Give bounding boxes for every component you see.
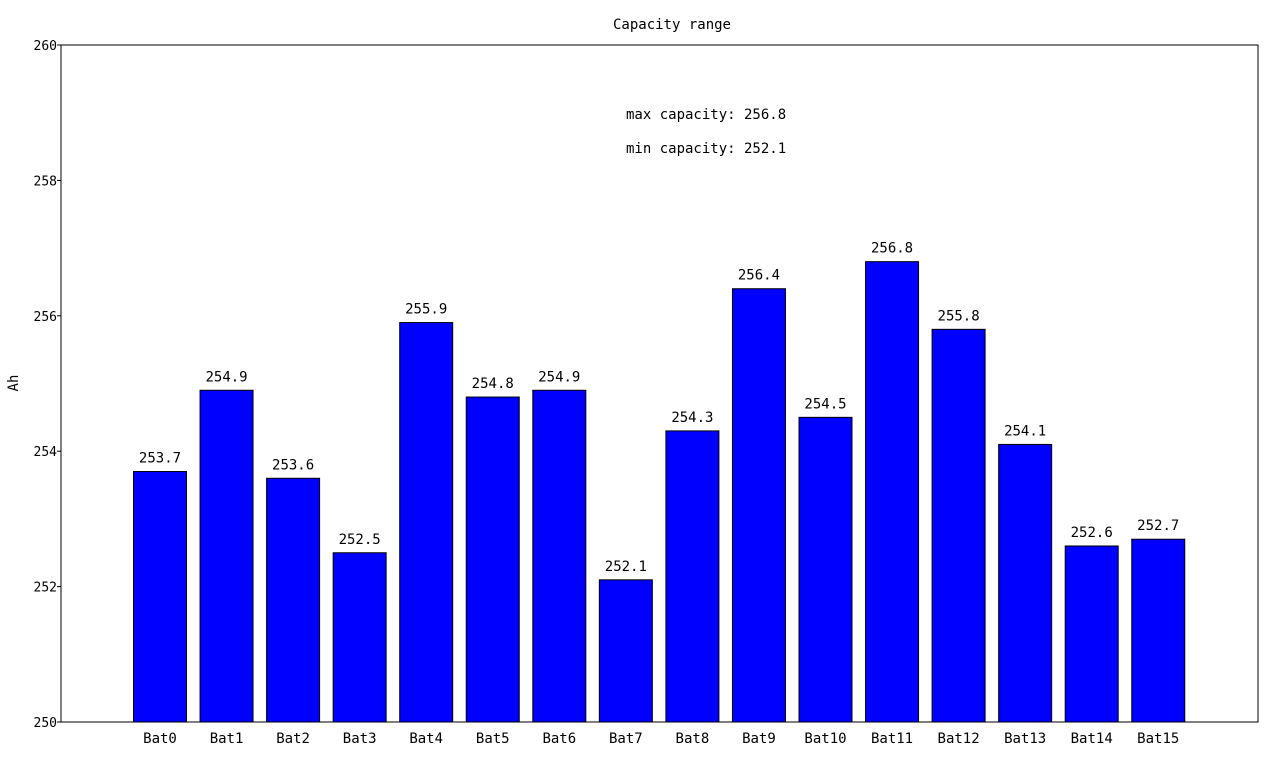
x-tick-label: Bat0 — [143, 731, 177, 747]
bar-bat2 — [266, 477, 321, 723]
value-label: 254.1 — [1004, 423, 1046, 439]
y-tick-label: 256 — [34, 310, 57, 325]
bar-bat5 — [465, 396, 520, 723]
bar-bat11 — [865, 261, 920, 723]
value-labels-group: 253.7 254.9 253.6 252.5 255.9 254.8 254.9 252.1… — [139, 241, 1179, 575]
bar-bat9 — [731, 288, 786, 723]
y-tick-label: 258 — [34, 174, 57, 189]
x-tick-label: Bat11 — [871, 731, 913, 747]
bar-bat3 — [332, 552, 387, 723]
bar-bat6 — [532, 389, 587, 723]
x-tick-label: Bat13 — [1004, 731, 1046, 747]
value-label: 254.8 — [472, 376, 514, 392]
value-label: 253.7 — [139, 451, 181, 467]
bar-bat14 — [1064, 545, 1119, 723]
y-tick-label: 252 — [34, 581, 57, 596]
bar-bat13 — [998, 443, 1053, 723]
y-axis-ticks: 250 252 254 256 258 260 — [34, 39, 61, 731]
bars-group — [133, 261, 1186, 723]
plot-area-frame — [60, 44, 1259, 723]
x-tick-label: Bat4 — [409, 731, 443, 747]
x-tick-label: Bat14 — [1071, 731, 1113, 747]
x-tick-label: Bat7 — [609, 731, 643, 747]
bar-bat12 — [931, 328, 986, 723]
y-axis-label: Ah — [6, 375, 22, 392]
bar-bat1 — [199, 389, 254, 723]
value-label: 254.9 — [538, 369, 580, 385]
bar-bat4 — [399, 322, 454, 723]
value-label: 254.3 — [671, 410, 713, 426]
x-tick-label: Bat12 — [938, 731, 980, 747]
value-label: 252.6 — [1071, 525, 1113, 541]
value-label: 256.8 — [871, 241, 913, 257]
x-tick-label: Bat15 — [1137, 731, 1179, 747]
x-tick-label: Bat10 — [804, 731, 846, 747]
value-label: 252.1 — [605, 559, 647, 575]
value-label: 252.7 — [1137, 518, 1179, 534]
chart-title: Capacity range — [613, 17, 731, 33]
value-label: 254.5 — [804, 396, 846, 412]
x-tick-label: Bat5 — [476, 731, 510, 747]
bar-bat15 — [1131, 538, 1186, 723]
y-tick-label: 260 — [34, 39, 57, 54]
x-tick-label: Bat1 — [210, 731, 244, 747]
bar-bat8 — [665, 430, 720, 723]
bar-bat10 — [798, 416, 853, 723]
x-tick-label: Bat8 — [676, 731, 710, 747]
value-label: 256.4 — [738, 268, 780, 284]
min-capacity-annotation: min capacity: 252.1 — [626, 141, 786, 157]
y-tick-label: 254 — [34, 445, 58, 460]
value-label: 254.9 — [205, 369, 247, 385]
x-tick-label: Bat2 — [276, 731, 310, 747]
value-label: 253.6 — [272, 457, 314, 473]
x-tick-label: Bat9 — [742, 731, 776, 747]
x-tick-label: Bat6 — [542, 731, 576, 747]
value-label: 255.9 — [405, 302, 447, 318]
value-label: 252.5 — [339, 532, 381, 548]
x-axis-labels: Bat0 Bat1 Bat2 Bat3 Bat4 Bat5 Bat6 Bat7 Bat8 Bat9… — [143, 731, 1179, 747]
y-tick-label: 250 — [34, 716, 57, 731]
value-label: 255.8 — [938, 308, 980, 324]
bar-bat7 — [598, 579, 653, 723]
bar-bat0 — [133, 471, 187, 723]
max-capacity-annotation: max capacity: 256.8 — [626, 107, 786, 123]
x-tick-label: Bat3 — [343, 731, 377, 747]
